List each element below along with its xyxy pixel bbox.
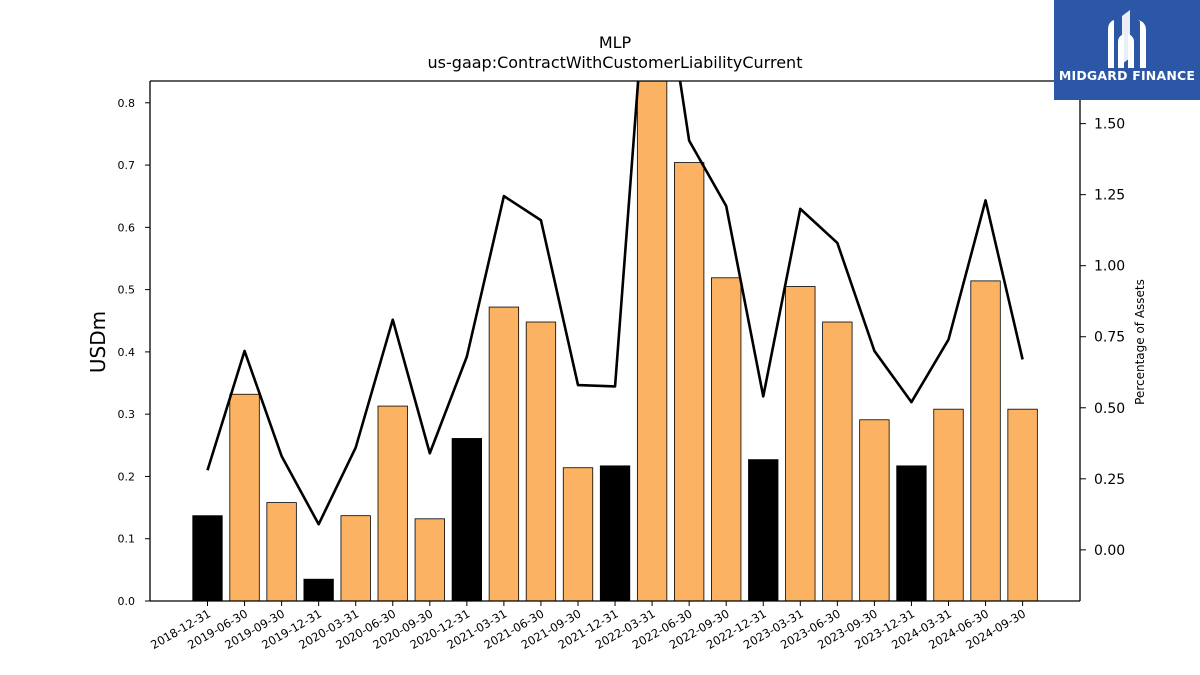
bar-2020-06-30 [377, 405, 408, 601]
y-ticks-left: 0.0 0.1 0.2 0.3 0.4 0.5 0.6 0.7 0.8 [118, 97, 150, 608]
bar-2023-09-30 [859, 419, 890, 601]
bar-2021-12-31 [599, 465, 631, 601]
y-right-tick-label: 1.50 [1094, 117, 1125, 133]
y-tick-label: 0.3 [118, 408, 136, 421]
bar-2019-06-30 [229, 393, 260, 601]
y-right-tick-label: 0.00 [1094, 543, 1125, 559]
y-tick-label: 0.1 [118, 533, 136, 546]
y-right-tick-label: 0.25 [1094, 472, 1125, 488]
y-tick-label: 0.5 [118, 284, 136, 297]
midgard-finance-logo: MIDGARD FINANCE [1054, 0, 1200, 100]
y-tick-label: 0.0 [118, 595, 136, 608]
chart-subtitle: us-gaap:ContractWithCustomerLiabilityCur… [428, 53, 803, 72]
line-layer [206, 81, 1024, 526]
bars-layer [192, 81, 1038, 601]
bar-2023-03-31 [785, 286, 816, 601]
bar-2022-12-31 [748, 459, 779, 601]
bar-2021-06-30 [525, 321, 557, 601]
y-right-tick-label: 1.00 [1094, 259, 1125, 275]
bar-2022-03-31 [636, 81, 668, 601]
chart-title: MLP [599, 33, 632, 52]
bar-2020-03-31 [340, 515, 371, 601]
y-axis-right-label: Percentage of Assets [1133, 279, 1147, 405]
percent-of-assets-line [206, 81, 1024, 526]
y-tick-label: 0.6 [118, 221, 136, 234]
bar-2023-12-31 [896, 465, 927, 601]
bar-2024-03-31 [933, 408, 964, 601]
bar-2022-09-30 [711, 277, 742, 601]
bar-2024-06-30 [970, 280, 1001, 601]
bar-2021-09-30 [562, 467, 594, 601]
bar-2022-06-30 [674, 162, 705, 601]
y-tick-label: 0.8 [118, 97, 136, 110]
y-right-tick-label: 0.50 [1094, 401, 1125, 417]
bar-2019-09-30 [266, 502, 297, 601]
logo-text: MIDGARD FINANCE [1058, 68, 1196, 83]
bar-2019-12-31 [303, 578, 334, 601]
bar-2018-12-31 [192, 515, 223, 601]
y-tick-label: 0.7 [118, 159, 136, 172]
bar-2020-12-31 [451, 438, 483, 601]
y-tick-label: 0.4 [118, 346, 136, 359]
y-tick-label: 0.2 [118, 470, 136, 483]
y-axis-label: USDm [86, 311, 110, 373]
y-right-tick-label: 1.25 [1094, 188, 1125, 204]
bar-2024-09-30 [1007, 408, 1038, 601]
logo-mark-icon [1108, 10, 1146, 68]
y-right-tick-label: 0.75 [1094, 330, 1125, 346]
bar-2021-03-31 [488, 306, 520, 601]
x-ticks: 2018-12-312019-06-302019-09-302019-12-31… [148, 601, 1028, 652]
bar-2023-06-30 [822, 321, 853, 601]
y-ticks-right: 0.00 0.25 0.50 0.75 1.00 1.25 1.50 [1080, 117, 1125, 559]
bar-2020-09-30 [414, 518, 445, 601]
